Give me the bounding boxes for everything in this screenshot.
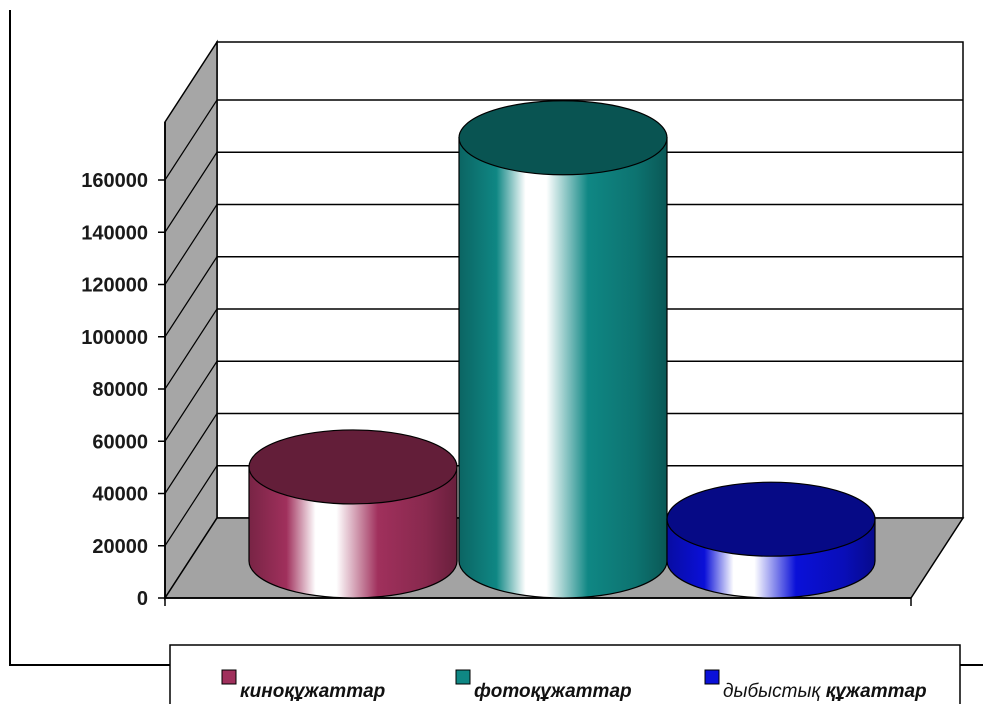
gridline-side (164, 256, 218, 338)
legend: киноқұжаттар фотоқұжаттар дыбыстық құжатта… (169, 644, 961, 704)
gridline-side (164, 465, 218, 547)
legend-label: дыбыстық құжаттар (723, 681, 927, 702)
y-tick-label: 80000 (92, 379, 148, 401)
legend-entry: киноқұжаттар (221, 669, 385, 702)
bar-1 (248, 429, 458, 599)
gridline-side (164, 413, 218, 494)
legend-swatch (221, 669, 237, 685)
bar-body (458, 137, 668, 599)
gridline-side (164, 308, 218, 390)
legend-box (169, 644, 961, 704)
legend-swatch (704, 669, 720, 685)
y-tick-label: 120000 (81, 275, 148, 297)
legend-entry: дыбыстық құжаттар (704, 669, 927, 702)
gridline-side (164, 151, 218, 233)
chart-border (9, 10, 170, 666)
legend-label: фотоқұжаттар (474, 681, 632, 702)
bar-2 (458, 100, 668, 599)
gridline-side (164, 204, 218, 285)
y-tick-label: 40000 (92, 484, 148, 506)
y-tick-label: 160000 (81, 170, 148, 192)
y-tick-label: 60000 (92, 431, 148, 453)
legend-label: киноқұжаттар (240, 681, 385, 702)
gridline-side (164, 99, 218, 181)
bar-top (666, 481, 876, 557)
y-tick-label: 140000 (81, 222, 148, 244)
y-tick-label: 0 (137, 588, 148, 610)
bar-top (458, 100, 668, 176)
legend-swatch (455, 669, 471, 685)
bars (248, 100, 876, 599)
y-tick-label: 100000 (81, 327, 148, 349)
chart-frame (9, 10, 983, 666)
bar-3 (666, 481, 876, 599)
gridline-side (164, 360, 218, 442)
legend-entry: фотоқұжаттар (455, 669, 632, 702)
bar-top (248, 429, 458, 505)
y-tick-label: 20000 (92, 536, 148, 558)
